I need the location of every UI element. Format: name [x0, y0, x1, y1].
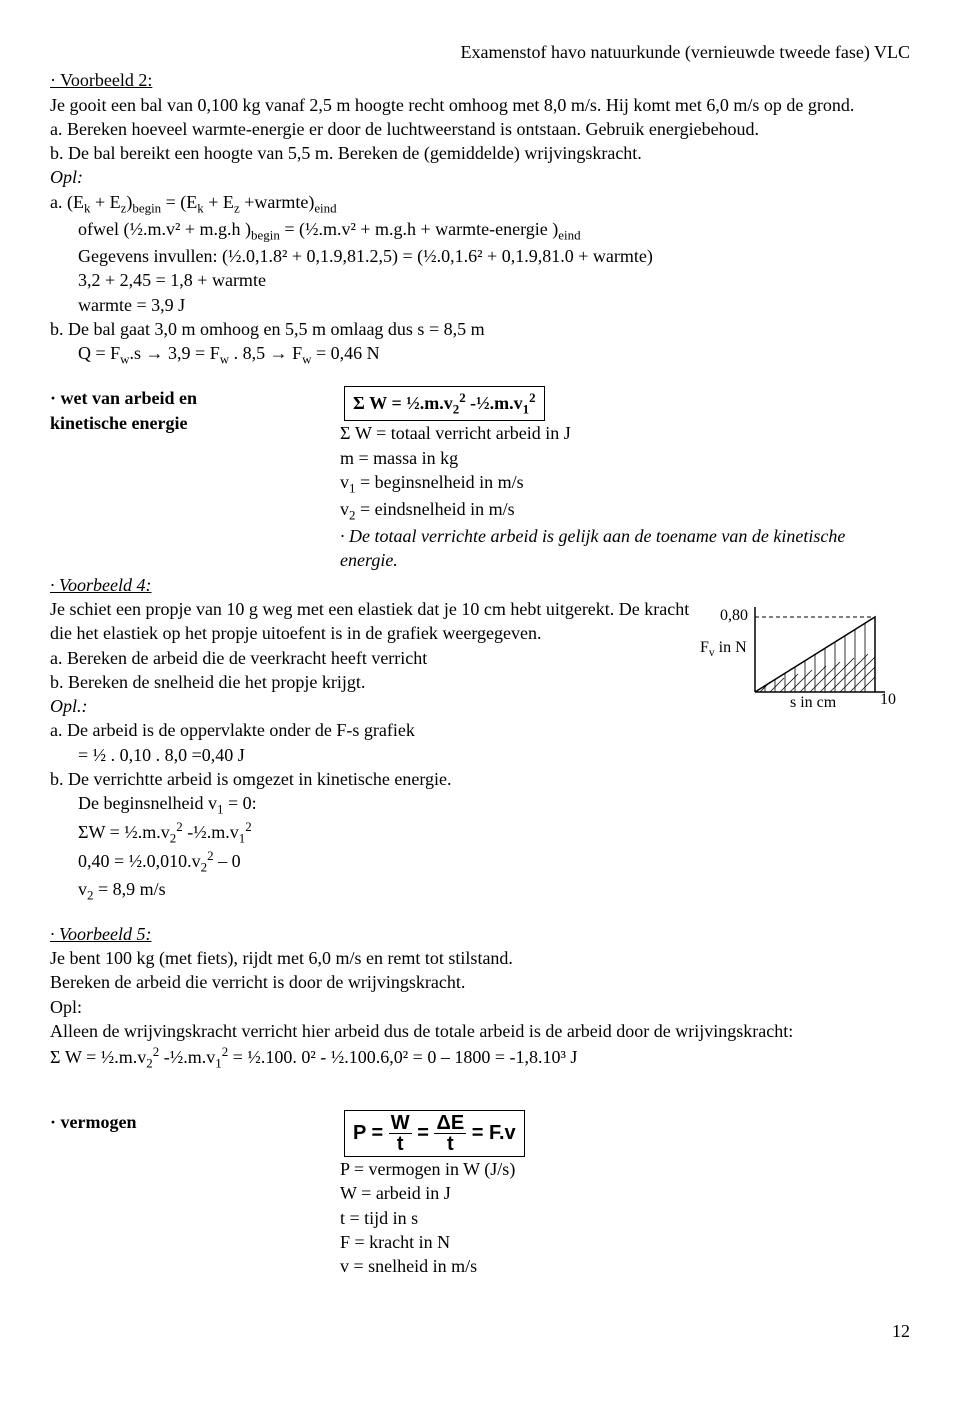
text: + E	[90, 192, 120, 212]
page-header: Examenstof havo natuurkunde (vernieuwde …	[50, 40, 910, 64]
sub: begin	[251, 227, 280, 242]
example-5: · Voorbeeld 5: Je bent 100 kg (met fiets…	[50, 922, 910, 1073]
text: -½.m.v	[466, 393, 523, 413]
vb2-a-line2: ofwel (½.m.v² + m.g.h )begin = (½.m.v² +…	[50, 217, 910, 244]
vb5-l2: Bereken de arbeid die verricht is door d…	[50, 970, 910, 994]
text: t	[389, 1134, 412, 1154]
text: 0,40 = ½.0,010.v	[78, 851, 201, 871]
vb2-qa: a. Bereken hoeveel warmte-energie er doo…	[50, 117, 910, 141]
law-def1: Σ W = totaal verricht arbeid in J	[340, 421, 910, 445]
law-def2: m = massa in kg	[340, 446, 910, 470]
text: Σ W = ½.m.v	[353, 393, 453, 413]
vb4-b3: ΣW = ½.m.v22 -½.m.v12	[50, 818, 910, 847]
vb4-b4: 0,40 = ½.0,010.v22 – 0	[50, 847, 910, 876]
law-def3: v1 = beginsnelheid in m/s	[340, 470, 910, 497]
force-graph: 0,80 Fv in N s in cm 10	[720, 597, 910, 712]
text: .s → 3,9 = F	[130, 343, 220, 363]
text: = (E	[161, 192, 197, 212]
text: = 8,9 m/s	[93, 879, 165, 899]
vb2-a-line3: Gegevens invullen: (½.0,1.8² + 0,1.9,81.…	[50, 244, 910, 268]
sub: w	[120, 352, 129, 367]
law-work-kinetic: · wet van arbeid en kinetische energie Σ…	[50, 386, 910, 572]
vb2-b-line1: b. De bal gaat 3,0 m omhoog en 5,5 m oml…	[50, 317, 910, 341]
text: = 0,46 N	[311, 343, 379, 363]
text: -½.m.v	[159, 1047, 215, 1067]
law-title-2: kinetische energie	[50, 411, 340, 435]
power-d5: v = snelheid in m/s	[340, 1254, 910, 1278]
text: De beginsnelheid v	[78, 793, 217, 813]
text: W	[389, 1113, 412, 1134]
text: ΣW = ½.m.v	[78, 822, 170, 842]
vb2-qb: b. De bal bereikt een hoogte van 5,5 m. …	[50, 141, 910, 165]
text: = (½.m.v² + m.g.h + warmte-energie )	[280, 219, 558, 239]
text: Q = F	[78, 343, 120, 363]
page-number: 12	[50, 1319, 910, 1343]
vb2-opl: Opl:	[50, 165, 910, 189]
sub: w	[220, 352, 229, 367]
vb2-body: Je gooit een bal van 0,100 kg vanaf 2,5 …	[50, 93, 910, 117]
text: F	[700, 639, 709, 656]
text: = beginsnelheid in m/s	[355, 472, 523, 492]
vb2-title: · Voorbeeld 2:	[50, 68, 910, 92]
vb4-b1: b. De verrichtte arbeid is omgezet in ki…	[50, 767, 910, 791]
text: =	[417, 1122, 429, 1144]
vb5-ans1: Alleen de wrijvingskracht verricht hier …	[50, 1019, 910, 1043]
graph-ylabel: Fv in N	[700, 637, 747, 662]
law-formula: Σ W = ½.m.v22 -½.m.v12	[340, 386, 910, 421]
vb4-b2: De beginsnelheid v1 = 0:	[50, 791, 910, 818]
text: = ½.100. 0² - ½.100.6,0² = 0 – 1800 = -1…	[228, 1047, 577, 1067]
sub: eind	[558, 227, 580, 242]
graph-xmax: 10	[880, 689, 896, 711]
text: ofwel (½.m.v² + m.g.h )	[78, 219, 251, 239]
vb5-opl: Opl:	[50, 995, 910, 1019]
text: v	[78, 879, 87, 899]
text: = F.v	[472, 1122, 516, 1144]
text: Σ W = ½.m.v	[50, 1047, 146, 1067]
text: = eindsnelheid in m/s	[355, 499, 514, 519]
text: v	[340, 472, 349, 492]
vb5-ans2: Σ W = ½.m.v22 -½.m.v12 = ½.100. 0² - ½.1…	[50, 1043, 910, 1072]
example-4: · Voorbeeld 4:	[50, 573, 910, 904]
vb4-a1: a. De arbeid is de oppervlakte onder de …	[50, 718, 910, 742]
vb4-title: · Voorbeeld 4:	[50, 573, 910, 597]
law-title-1: · wet van arbeid en	[50, 386, 340, 410]
power-d4: F = kracht in N	[340, 1230, 910, 1254]
text: = 0:	[223, 793, 256, 813]
law-note: · De totaal verrichte arbeid is gelijk a…	[340, 524, 900, 573]
law-def4: v2 = eindsnelheid in m/s	[340, 497, 910, 524]
vb5-title: · Voorbeeld 5:	[50, 922, 910, 946]
power-d2: W = arbeid in J	[340, 1181, 910, 1205]
text: -½.m.v	[183, 822, 239, 842]
graph-ymax: 0,80	[720, 605, 748, 627]
text: +warmte)	[240, 192, 315, 212]
text: P =	[353, 1122, 383, 1144]
example-2: · Voorbeeld 2: Je gooit een bal van 0,10…	[50, 68, 910, 368]
text: v	[340, 499, 349, 519]
power-d3: t = tijd in s	[340, 1206, 910, 1230]
vb4-a2: = ½ . 0,10 . 8,0 =0,40 J	[50, 743, 910, 767]
power-formula-box: P = Wt = ΔEt = F.v	[340, 1110, 910, 1157]
text: . 8,5 → F	[229, 343, 302, 363]
vb4-b5: v2 = 8,9 m/s	[50, 877, 910, 904]
sub: eind	[314, 200, 336, 215]
vb2-b-line2: Q = Fw.s → 3,9 = Fw . 8,5 → Fw = 0,46 N	[50, 341, 910, 368]
text: + E	[204, 192, 234, 212]
text: ΔE	[434, 1113, 466, 1134]
text: a. (E	[50, 192, 84, 212]
power-d1: P = vermogen in W (J/s)	[340, 1157, 910, 1181]
text: in N	[715, 639, 747, 656]
sub: begin	[132, 200, 161, 215]
power-section: · vermogen P = Wt = ΔEt = F.v P = vermog…	[50, 1110, 910, 1278]
graph-xlabel: s in cm	[790, 692, 836, 714]
text: – 0	[214, 851, 241, 871]
text: t	[434, 1134, 466, 1154]
vb5-l1: Je bent 100 kg (met fiets), rijdt met 6,…	[50, 946, 910, 970]
vb2-a-line4: 3,2 + 2,45 = 1,8 + warmte	[50, 268, 910, 292]
vb2-a-line5: warmte = 3,9 J	[50, 293, 910, 317]
vb2-a-line1: a. (Ek + Ez)begin = (Ek + Ez +warmte)ein…	[50, 190, 910, 217]
power-label: · vermogen	[50, 1110, 340, 1134]
